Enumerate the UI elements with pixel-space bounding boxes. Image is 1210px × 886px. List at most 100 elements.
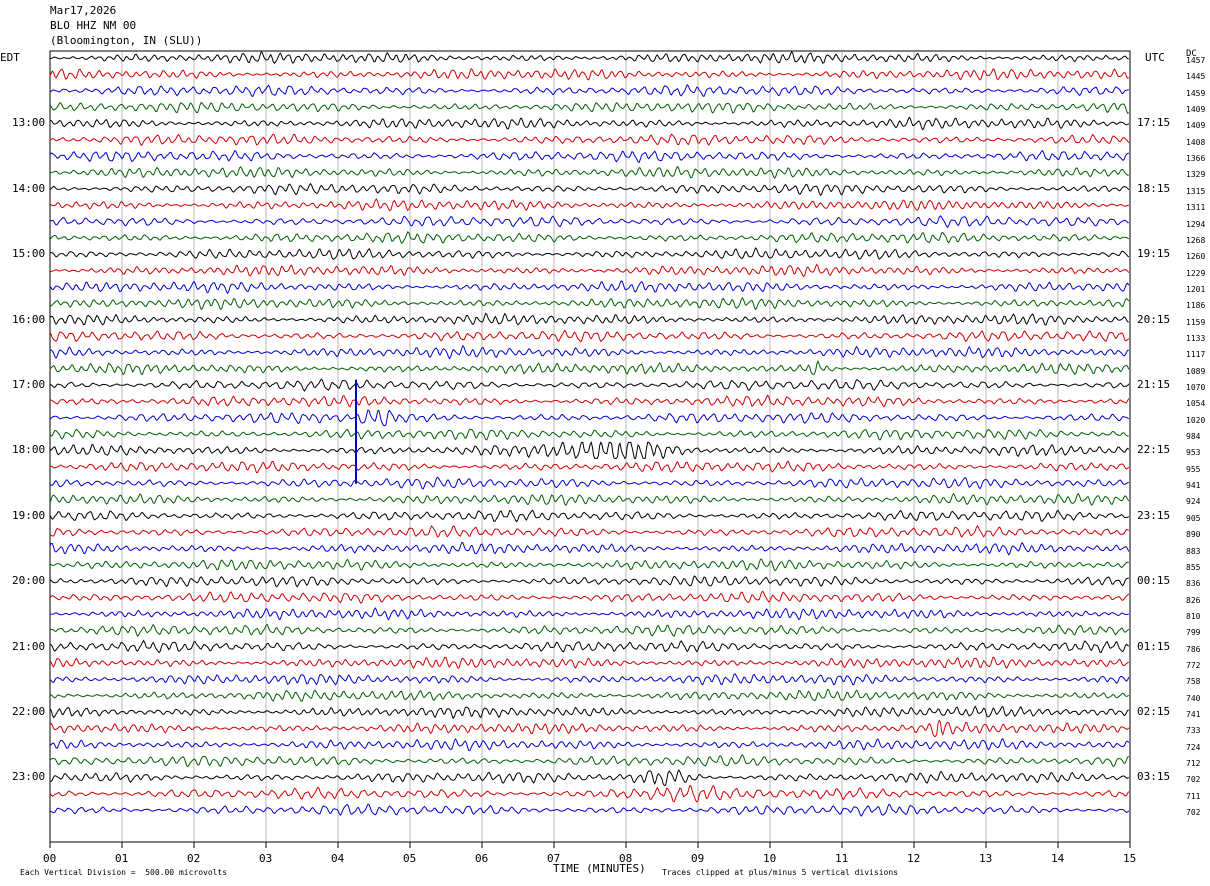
dc-offset-label: 1020 — [1186, 415, 1206, 425]
right-hour-label: 18:15 — [1137, 181, 1171, 195]
left-hour-label: 13:00 — [12, 116, 46, 130]
trace-line — [49, 67, 1130, 81]
x-tick-label: 15 — [1123, 852, 1137, 865]
dc-offset-label: 711 — [1186, 791, 1201, 801]
trace-line — [49, 476, 1129, 490]
trace-line — [49, 768, 1130, 786]
dc-offset-label: 740 — [1186, 693, 1201, 703]
dc-offset-label: 1117 — [1186, 350, 1206, 360]
dc-offset-label: 702 — [1186, 808, 1201, 818]
right-hour-label: 20:15 — [1137, 312, 1171, 326]
left-hour-label: 21:00 — [12, 639, 46, 653]
trace-line — [49, 83, 1129, 98]
clip-note: Traces clipped at plus/minus 5 vertical … — [662, 868, 899, 877]
trace-line — [49, 492, 1130, 507]
x-tick-label: 01 — [115, 852, 129, 865]
x-tick-label: 07 — [547, 852, 561, 865]
trace-line — [49, 329, 1130, 343]
dc-offset-label: 741 — [1186, 710, 1201, 719]
trace-line — [49, 688, 1130, 702]
trace-line — [49, 719, 1130, 737]
trace-line — [49, 231, 1130, 245]
right-hour-label: 23:15 — [1137, 508, 1171, 522]
trace-line — [49, 394, 1130, 408]
dc-offset-label: 955 — [1186, 464, 1201, 474]
trace-line — [49, 590, 1130, 604]
left-hour-label: 17:00 — [12, 378, 46, 391]
dc-offset-label: 1159 — [1186, 317, 1206, 327]
dc-offset-label: 1268 — [1186, 235, 1206, 245]
dc-offset-label: 758 — [1186, 677, 1201, 687]
dc-offset-label: 1294 — [1186, 219, 1206, 229]
right-hour-label: 02:15 — [1137, 705, 1171, 718]
dc-offset-label: 836 — [1186, 579, 1201, 589]
dc-offset-label: 1089 — [1186, 366, 1206, 376]
left-hour-label: 19:00 — [12, 508, 46, 522]
left-hour-label: 20:00 — [12, 574, 46, 588]
trace-line — [49, 525, 1130, 538]
trace-line — [49, 378, 1130, 392]
x-tick-label: 09 — [691, 852, 705, 865]
trace-line — [49, 344, 1129, 360]
dc-offset-label: 712 — [1186, 759, 1201, 769]
dc-offset-label: 1329 — [1186, 170, 1206, 180]
x-tick-label: 12 — [907, 852, 921, 865]
left-timezone-label: EDT — [0, 51, 20, 64]
dc-offset-label: 772 — [1186, 660, 1201, 670]
x-tick-label: 05 — [403, 852, 417, 865]
trace-line — [49, 639, 1130, 654]
trace-line — [49, 440, 1130, 460]
trace-line — [49, 296, 1130, 311]
dc-header: DC — [1186, 49, 1197, 59]
trace-line — [49, 280, 1130, 295]
dc-offset-label: 890 — [1186, 530, 1201, 540]
trace-line — [49, 101, 1130, 115]
dc-offset-label: 1229 — [1186, 268, 1206, 278]
trace-line — [49, 558, 1129, 572]
dc-offset-label: 724 — [1186, 742, 1201, 752]
dc-offset-label: 1445 — [1186, 72, 1206, 82]
right-hour-label: 01:15 — [1137, 639, 1171, 653]
date-label: Mar17,2026 — [50, 4, 117, 17]
dc-offset-label: 702 — [1186, 775, 1201, 785]
trace-line — [49, 312, 1129, 326]
dc-offset-label: 1315 — [1186, 186, 1206, 196]
x-tick-label: 04 — [331, 852, 345, 865]
left-hour-label: 18:00 — [12, 443, 46, 457]
dc-offset-label: 1408 — [1186, 137, 1206, 147]
x-tick-label: 10 — [763, 852, 777, 865]
trace-line — [49, 198, 1129, 212]
trace-line — [49, 360, 1130, 376]
trace-line — [49, 575, 1129, 588]
trace-line — [49, 785, 1130, 803]
trace-line — [49, 409, 1130, 427]
x-tick-label: 13 — [979, 852, 993, 865]
x-tick-label: 03 — [259, 852, 273, 865]
right-hour-label: 22:15 — [1137, 443, 1171, 457]
dc-offset-label: 1054 — [1186, 399, 1206, 409]
trace-line — [49, 738, 1130, 752]
trace-line — [49, 165, 1129, 179]
right-hour-label: 21:15 — [1137, 378, 1171, 391]
dc-offset-label: 953 — [1186, 448, 1201, 458]
trace-line — [49, 428, 1129, 441]
dc-offset-label: 905 — [1186, 513, 1201, 523]
dc-offset-label: 1409 — [1186, 105, 1206, 115]
x-tick-label: 06 — [475, 852, 489, 865]
right-timezone-label: UTC — [1145, 51, 1165, 64]
dc-offset-label: 1133 — [1186, 333, 1206, 343]
right-hour-label: 17:15 — [1137, 116, 1171, 130]
trace-line — [49, 705, 1130, 720]
trace-line — [49, 753, 1130, 768]
x-tick-label: 02 — [187, 852, 201, 865]
x-axis-label: TIME (MINUTES) — [553, 862, 646, 875]
trace-line — [49, 656, 1130, 669]
dc-offset-label: 941 — [1186, 481, 1201, 491]
trace-line — [49, 803, 1130, 817]
dc-offset-label: 924 — [1186, 497, 1201, 507]
dc-offset-label: 1186 — [1186, 301, 1206, 311]
right-hour-label: 03:15 — [1137, 770, 1171, 784]
trace-line — [49, 263, 1130, 278]
